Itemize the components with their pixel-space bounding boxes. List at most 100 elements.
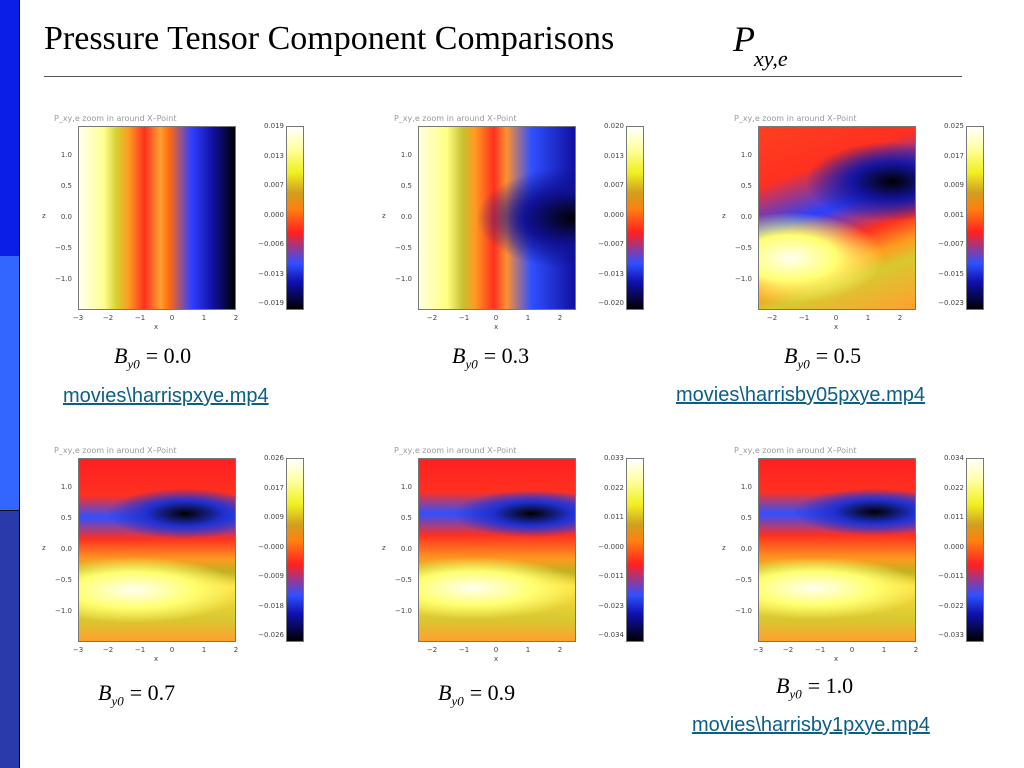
x-tick-label: 0 — [169, 646, 175, 654]
x-tick-label: −1 — [798, 314, 810, 322]
colorbar-tick-label: 0.009 — [263, 513, 284, 521]
colorbar — [626, 458, 644, 642]
x-tick-label: 1 — [865, 314, 871, 322]
pressure-contour-map — [758, 126, 916, 310]
colorbar-tick-label: 0.013 — [603, 151, 624, 160]
x-tick-label: −2 — [426, 314, 438, 322]
colorbar-tick-label: −0.019 — [258, 299, 284, 307]
y-tick-label: 0.5 — [400, 514, 412, 522]
y-axis-label: z — [42, 212, 46, 220]
title-symbol: P — [733, 19, 755, 59]
x-tick-label: 0 — [493, 646, 499, 654]
colorbar-tick-label: 0.019 — [263, 122, 284, 130]
colorbar-tick-label: 0.020 — [603, 122, 624, 130]
y-tick-label: −1.0 — [55, 275, 72, 283]
y-tick-label: 0.5 — [400, 182, 412, 190]
colorbar — [626, 126, 644, 310]
pressure-contour-map — [78, 126, 236, 310]
y-tick-label: 0.0 — [740, 545, 752, 553]
colorbar-tick-label: −0.011 — [598, 572, 624, 580]
label-variable: B — [114, 343, 128, 368]
colorbar-tick-label: 0.033 — [603, 454, 624, 462]
x-tick-label: 2 — [233, 646, 239, 654]
colorbar-tick-label: 0.011 — [943, 513, 964, 521]
x-tick-label: 0 — [493, 314, 499, 322]
colorbar-tick-label: 0.026 — [263, 454, 284, 462]
y-axis-label: z — [722, 212, 726, 220]
x-tick-label: 2 — [897, 314, 903, 322]
movie-link[interactable]: movies\harrisby05pxye.mp4 — [676, 384, 925, 406]
x-tick-label: −1 — [814, 646, 826, 654]
y-tick-label: 0.5 — [740, 514, 752, 522]
plot-title: P_xy,e zoom in around X–Point — [734, 114, 857, 123]
colorbar-tick-label: 0.000 — [943, 542, 964, 551]
colorbar-tick-label: −0.033 — [938, 631, 964, 639]
x-axis-label: x — [494, 323, 499, 331]
x-tick-label: −1 — [458, 314, 470, 322]
y-tick-label: 1.0 — [400, 151, 412, 159]
y-axis-label: z — [42, 544, 46, 552]
colorbar-tick-label: 0.000 — [603, 210, 624, 219]
x-tick-label: 2 — [913, 646, 919, 654]
x-tick-label: 2 — [557, 314, 563, 322]
y-tick-label: −1.0 — [735, 275, 752, 283]
colorbar-tick-label: −0.006 — [258, 240, 284, 248]
colorbar-tick-label: −0.022 — [938, 601, 964, 610]
field-parameter-label: By0 = 1.0 — [776, 673, 853, 702]
movie-link[interactable]: movies\harrisby1pxye.mp4 — [692, 714, 930, 736]
y-tick-label: 0.0 — [60, 545, 72, 553]
colorbar-tick-label: −0.023 — [938, 299, 964, 307]
y-tick-label: −0.5 — [55, 576, 72, 584]
plot-panel: P_xy,e zoom in around X–Point 0.034 0.022 0… — [716, 446, 996, 675]
colorbar — [286, 458, 304, 642]
plot-title: P_xy,e zoom in around X–Point — [54, 446, 177, 455]
colorbar-tick-label: 0.017 — [263, 483, 284, 492]
y-tick-label: 1.0 — [60, 151, 72, 159]
label-value: = 0.7 — [129, 680, 176, 705]
x-tick-label: −1 — [134, 646, 146, 654]
y-tick-label: −1.0 — [395, 275, 412, 283]
label-value: = 0.3 — [483, 343, 530, 368]
y-tick-label: 0.0 — [740, 213, 752, 221]
plot-panel: P_xy,e zoom in around X–Point 0.020 0.013 0… — [376, 114, 656, 343]
y-axis-label: z — [382, 212, 386, 220]
y-tick-label: −1.0 — [395, 607, 412, 615]
label-value: = 0.9 — [469, 680, 516, 705]
colorbar-tick-label: 0.022 — [943, 483, 964, 492]
y-tick-label: −1.0 — [55, 607, 72, 615]
label-subscript: y0 — [797, 356, 810, 372]
colorbar-tick-label: −0.009 — [258, 572, 284, 580]
label-value: = 1.0 — [807, 673, 854, 698]
sidebar-block-bottom — [0, 510, 20, 768]
colorbar-tick-label: −0.000 — [598, 542, 624, 551]
x-tick-label: 1 — [525, 646, 531, 654]
plot-title: P_xy,e zoom in around X–Point — [734, 446, 857, 455]
y-tick-label: −0.5 — [735, 576, 752, 584]
colorbar-tick-label: 0.009 — [943, 181, 964, 189]
colorbar-tick-label: −0.007 — [598, 240, 624, 248]
x-tick-label: −3 — [752, 646, 764, 654]
colorbar-tick-label: 0.013 — [263, 151, 284, 160]
colorbar-tick-label: −0.034 — [598, 631, 624, 639]
x-tick-label: 2 — [557, 646, 563, 654]
label-variable: B — [98, 680, 112, 705]
y-tick-label: 0.5 — [60, 514, 72, 522]
x-tick-label: 1 — [525, 314, 531, 322]
plot-panel: P_xy,e zoom in around X–Point 0.019 0.013 0… — [36, 114, 316, 343]
y-axis-label: z — [382, 544, 386, 552]
label-variable: B — [452, 343, 466, 368]
field-parameter-label: By0 = 0.9 — [438, 680, 515, 709]
y-tick-label: −0.5 — [395, 244, 412, 252]
colorbar-tick-label: −0.020 — [598, 299, 624, 307]
colorbar-tick-label: 0.022 — [603, 483, 624, 492]
y-tick-label: 1.0 — [740, 483, 752, 491]
y-tick-label: −0.5 — [55, 244, 72, 252]
colorbar-tick-label: −0.023 — [598, 601, 624, 610]
field-parameter-label: By0 = 0.3 — [452, 343, 529, 372]
slide-title: Pressure Tensor Component Comparisons — [44, 20, 615, 57]
colorbar-tick-label: 0.000 — [263, 210, 284, 219]
colorbar-tick-label: −0.011 — [938, 572, 964, 580]
colorbar-tick-label: −0.013 — [598, 269, 624, 278]
movie-link[interactable]: movies\harrispxye.mp4 — [63, 385, 269, 407]
colorbar-tick-label: 0.007 — [263, 181, 284, 189]
